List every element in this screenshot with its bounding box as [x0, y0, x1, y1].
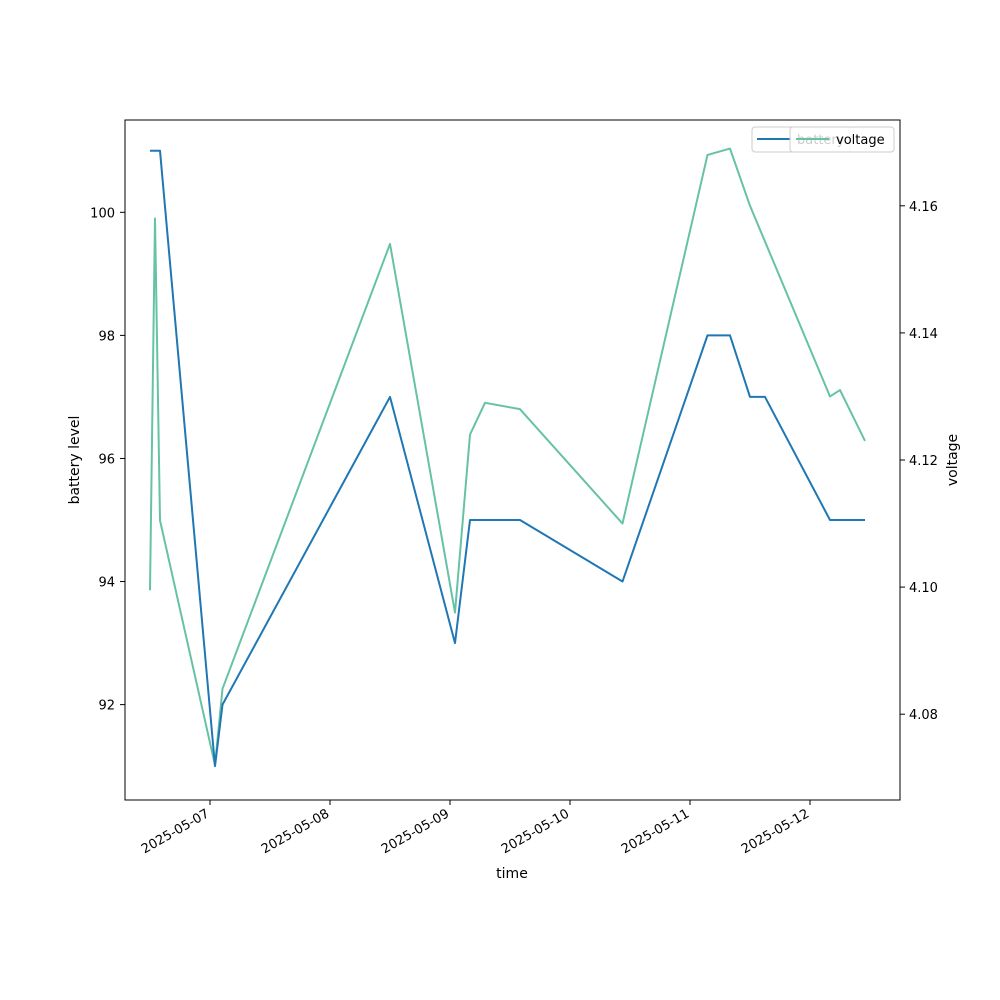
x-tick-label: 2025-05-12: [739, 806, 812, 857]
y-left-tick-label: 96: [98, 452, 115, 467]
x-tick-label: 2025-05-08: [259, 806, 332, 857]
x-tick-label: 2025-05-10: [499, 806, 572, 857]
y-right-tick-label: 4.08: [909, 708, 938, 723]
x-tick-label: 2025-05-09: [379, 806, 452, 857]
legend-voltage-box: [789, 126, 895, 153]
y-left-tick-label: 94: [98, 576, 115, 591]
x-axis-label: time: [496, 866, 528, 882]
plot-frame: [124, 119, 901, 801]
y-right-tick-label: 4.16: [909, 200, 938, 215]
y-left-tick-label: 100: [90, 206, 115, 221]
y-axis-left-label: battery level: [67, 416, 83, 505]
series-layer: [149, 147, 866, 768]
x-tick-label: 2025-05-11: [619, 806, 692, 857]
y-right-tick-label: 4.10: [909, 581, 938, 596]
y-axis-right-label: voltage: [945, 434, 961, 486]
y-right-tick-label: 4.14: [909, 327, 938, 342]
y-axis-left: 92 94 96 98 100: [90, 206, 125, 714]
y-left-tick-label: 98: [98, 329, 115, 344]
series-line-battery: [150, 149, 865, 768]
y-right-tick-label: 4.12: [909, 454, 938, 469]
series-line-voltage: [149, 147, 866, 767]
legend-voltage-label: voltage: [836, 133, 885, 148]
x-tick-label: 2025-05-07: [139, 806, 212, 857]
legend-voltage: voltage: [789, 126, 895, 153]
y-axis-right: 4.08 4.10 4.12 4.14 4.16: [900, 200, 938, 723]
x-axis: 2025-05-07 2025-05-08 2025-05-09 2025-05-10…: [139, 800, 812, 857]
y-left-tick-label: 92: [98, 699, 115, 714]
